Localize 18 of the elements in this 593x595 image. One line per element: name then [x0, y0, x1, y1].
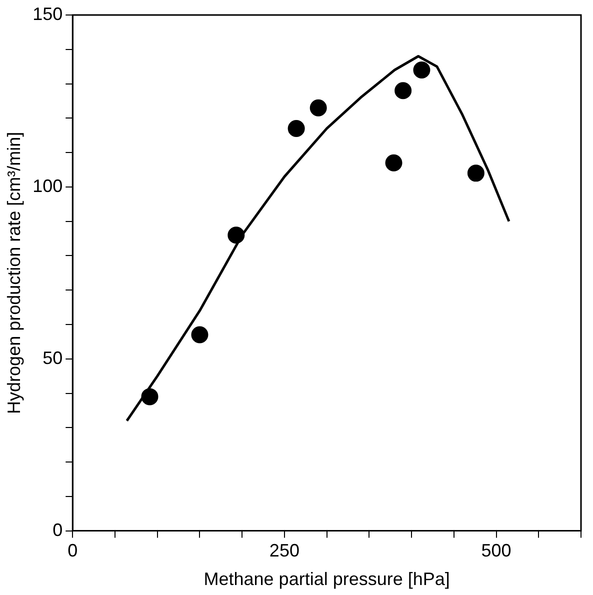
- point: [385, 154, 402, 172]
- y-tick-label: 150: [32, 4, 63, 24]
- y-tick-label: 100: [32, 176, 63, 196]
- y-tick-label: 0: [52, 520, 63, 540]
- point: [467, 164, 484, 182]
- point: [141, 388, 158, 406]
- point: [288, 120, 305, 137]
- point: [394, 82, 412, 100]
- y-axis-title: Hydrogen production rate [cm³/min]: [4, 132, 24, 414]
- x-tick-label: 250: [269, 540, 300, 561]
- x-tick-label: 500: [481, 540, 512, 561]
- x-axis-title: Methane partial pressure [hPa]: [204, 569, 450, 590]
- point: [310, 99, 327, 116]
- x-tick-label: 0: [68, 540, 78, 561]
- point: [228, 226, 245, 244]
- y-tick-label: 50: [42, 348, 63, 368]
- point: [413, 62, 430, 79]
- point: [191, 326, 208, 344]
